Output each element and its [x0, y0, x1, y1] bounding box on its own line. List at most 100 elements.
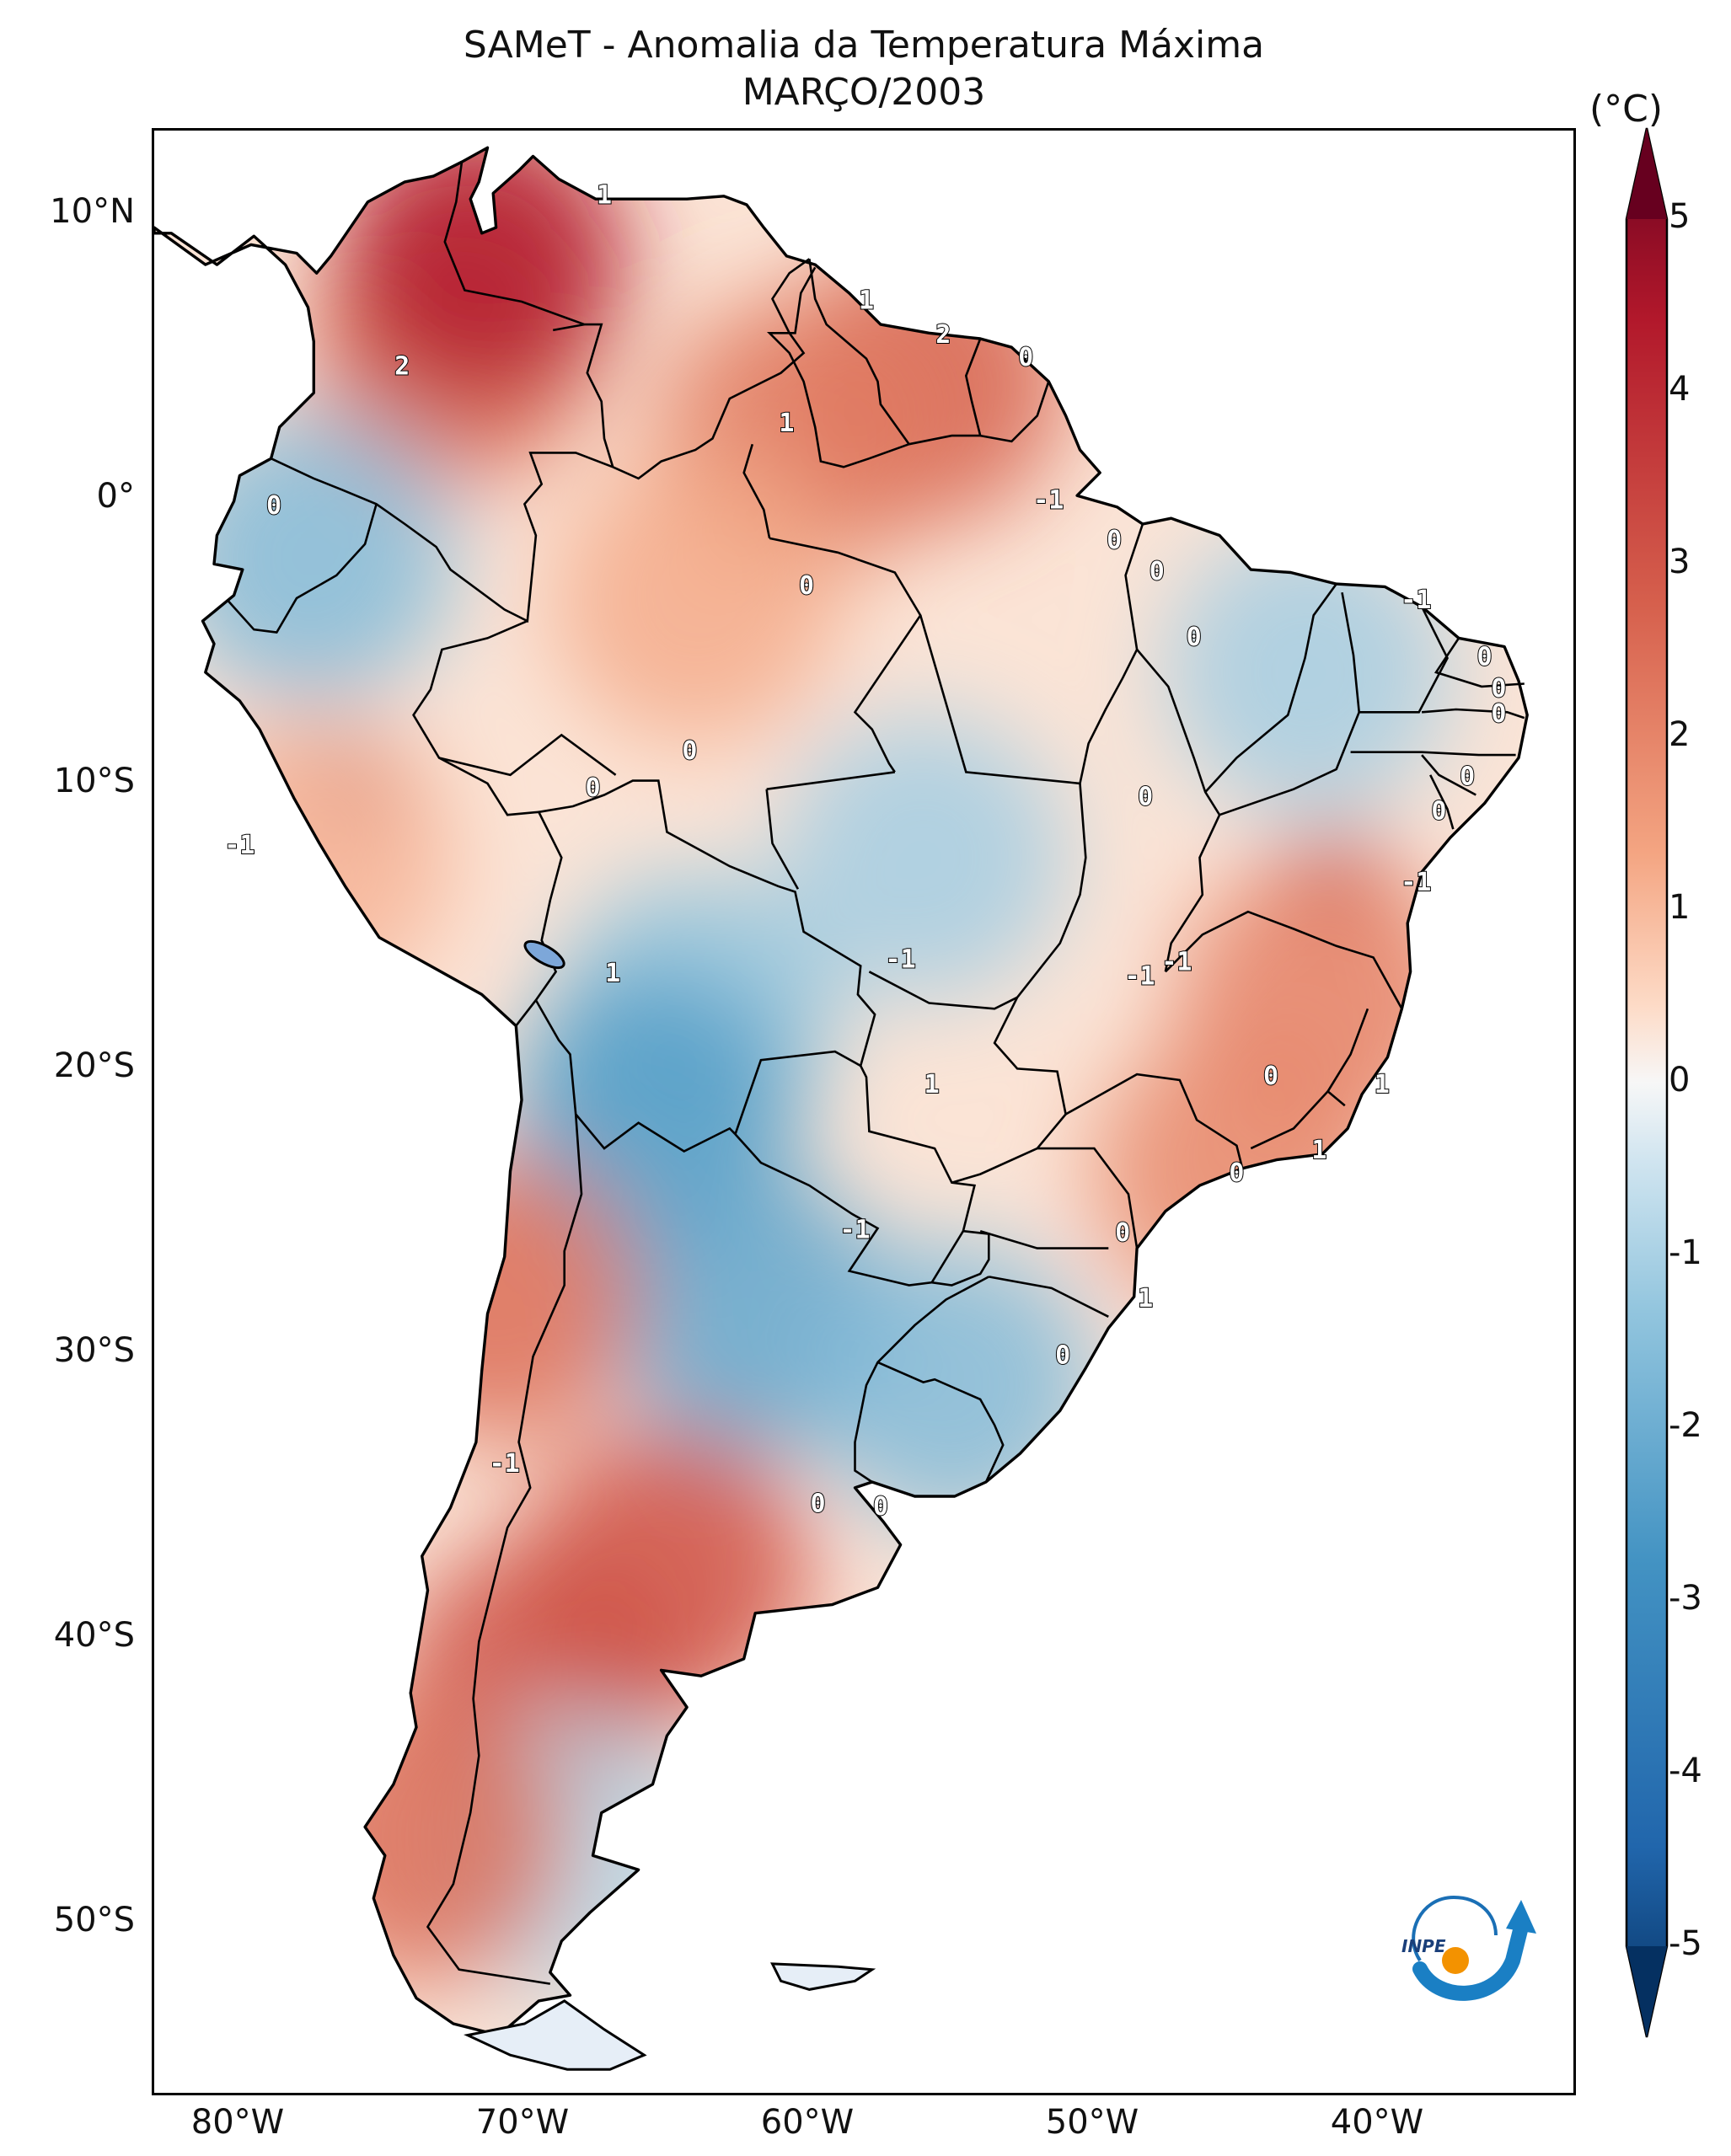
colorbar-unit-label: (°C): [1589, 88, 1664, 131]
contour-label: 0: [1018, 343, 1033, 372]
lon-tick-80w: 80°W: [190, 2103, 285, 2142]
contour-label: 0: [873, 1492, 888, 1522]
map-area: 1 2 1 2 0 1 0 -1 0 0 0 -1 0 0 0 0 0 0 0 0 0 -1 -1 -1 -1 -1 1 1 0 1 1 0-…: [152, 128, 1576, 2095]
colorbar-tick-minus5: -5: [1669, 1924, 1702, 1963]
country-border: [438, 733, 617, 777]
lat-tick-10s: 10°S: [53, 762, 135, 800]
country-border: [271, 452, 614, 623]
country-border: [766, 266, 910, 468]
inpe-logo: INPE: [1401, 1895, 1536, 2001]
map-title: SAMeT - Anomalia da Temperatura Máxima: [463, 24, 1265, 67]
country-border: [742, 443, 771, 539]
colorbar-min-extension: [1626, 1946, 1667, 2037]
colorbar: [1625, 127, 1669, 2038]
country-border: [989, 1276, 1109, 1318]
lon-tick-40w: 40°W: [1330, 2103, 1424, 2142]
island: [770, 1962, 876, 1991]
contour-label: 0: [1138, 782, 1153, 811]
country-border: [552, 323, 585, 332]
contour-label: 1: [1311, 1136, 1326, 1165]
country-border: [1350, 751, 1516, 757]
country-border: [227, 503, 378, 634]
contour-label: -1: [1161, 948, 1192, 977]
country-border: [868, 971, 1018, 1010]
logo-orbit: [1412, 1895, 1498, 1962]
colorbar-tick-minus4: -4: [1669, 1752, 1702, 1790]
lon-tick-50w: 50°W: [1045, 2103, 1139, 2142]
lon-tick-60w: 60°W: [760, 2103, 855, 2142]
contour-label: -1: [1401, 586, 1431, 615]
country-border: [734, 1065, 977, 1287]
lat-tick-10n: 10°N: [50, 192, 135, 231]
anomaly-region-central-brazil-cool: [780, 714, 1067, 1001]
colorbar-tick-3: 3: [1669, 543, 1691, 581]
lat-tick-40s: 40°S: [53, 1616, 135, 1655]
contour-label: 0: [1491, 674, 1506, 704]
contour-label: -1: [490, 1449, 520, 1479]
contour-label: -1: [839, 1216, 870, 1245]
colorbar-tick-2: 2: [1669, 715, 1691, 754]
anomaly-region-peru-coast-warm: [167, 714, 454, 1001]
country-border: [1204, 583, 1337, 793]
contour-label: 1: [605, 959, 620, 988]
anomaly-region-chile-south-warm: [281, 1698, 569, 1985]
lake-titicaca: [523, 939, 565, 970]
country-border: [1219, 591, 1361, 816]
contour-label: 0: [1263, 1062, 1278, 1091]
country-border: [876, 1361, 1005, 1483]
colorbar-tick-4: 4: [1669, 370, 1691, 409]
logo-text: INPE: [1401, 1936, 1446, 1956]
anomaly-field: [154, 147, 1528, 2036]
colorbar-tick-1: 1: [1669, 888, 1691, 927]
country-border: [1421, 754, 1476, 796]
contour-label: 1: [1138, 1284, 1153, 1313]
contour-label: -1: [224, 831, 255, 860]
country-border: [1079, 523, 1144, 784]
colorbar-tick-0: 0: [1669, 1061, 1691, 1099]
country-border: [612, 258, 811, 480]
contour-label: 0: [799, 571, 814, 601]
contour-label: 0: [1460, 762, 1475, 792]
contour-label: 0: [1115, 1218, 1130, 1248]
country-border: [1250, 1090, 1329, 1150]
country-border: [1421, 708, 1525, 720]
contour-label: 1: [859, 286, 874, 316]
country-border: [1064, 1073, 1244, 1169]
contour-label: -1: [886, 944, 916, 974]
contour-label: 0: [1055, 1341, 1070, 1371]
anomaly-region-northeast-brazil-cool: [1164, 529, 1451, 816]
lon-tick-70w: 70°W: [475, 2103, 570, 2142]
lat-tick-20s: 20°S: [53, 1046, 135, 1085]
anomaly-region-amazon-northwest-warm: [552, 457, 839, 745]
contour-label: 1: [597, 180, 612, 210]
contour-label: 0: [1150, 557, 1165, 586]
contour-label: 1: [924, 1070, 940, 1099]
country-border: [765, 789, 800, 890]
colorbar-tick-minus2: -2: [1669, 1406, 1702, 1445]
country-border: [766, 771, 895, 790]
country-border: [808, 259, 910, 445]
country-border: [979, 1229, 1109, 1249]
colorbar-gradient: [1625, 127, 1669, 2038]
country-borders: [227, 162, 1525, 1985]
contour-label: 0: [266, 491, 281, 521]
colorbar-tick-minus1: -1: [1669, 1233, 1702, 1272]
contour-label: 1: [779, 409, 794, 438]
country-border: [443, 162, 614, 468]
contour-label: 1: [1375, 1070, 1390, 1099]
contour-label: 2: [394, 351, 410, 381]
contour-label: 0: [1229, 1158, 1244, 1188]
country-border: [1429, 774, 1455, 830]
logo-swoosh: [1412, 1919, 1529, 2001]
contour-label: 0: [1187, 623, 1202, 652]
lat-tick-50s: 50°S: [53, 1901, 135, 1939]
contour-label: 2: [935, 320, 951, 350]
country-border: [539, 779, 876, 1135]
colorbar-tick-minus3: -3: [1669, 1579, 1702, 1618]
coastline: [154, 146, 1529, 2037]
logo-arrow: [1506, 1900, 1536, 1934]
country-border: [1164, 910, 1403, 1009]
country-border: [769, 537, 922, 773]
country-border: [951, 783, 1087, 1184]
